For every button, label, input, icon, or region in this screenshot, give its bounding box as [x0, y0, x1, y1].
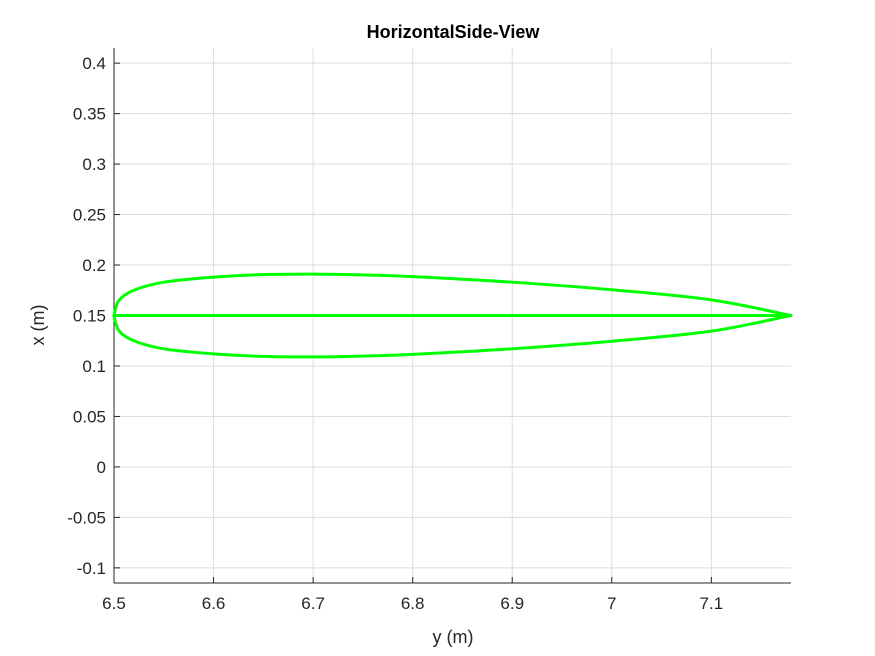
series-group — [112, 272, 793, 359]
tick-labels: 6.5 6.6 6.7 6.8 6.9 7 7.1 -0.1 -0.05 0 0.05 0.1 0.15… — [67, 54, 723, 613]
y-tick-label: 0.2 — [82, 256, 106, 275]
y-tick-label: 0.15 — [73, 307, 106, 326]
y-axis-label: x (m) — [28, 305, 48, 346]
series-line-2 — [112, 314, 793, 359]
y-tick-label: 0.35 — [73, 105, 106, 124]
series-line-1 — [112, 272, 793, 317]
y-tick-label: 0.3 — [82, 155, 106, 174]
x-tick-label: 6.7 — [301, 594, 325, 613]
x-tick-label: 6.9 — [500, 594, 524, 613]
y-tick-label: -0.05 — [67, 508, 106, 527]
y-tick-label: 0.4 — [82, 54, 106, 73]
y-tick-label: 0 — [97, 458, 106, 477]
y-tick-label: 0.25 — [73, 206, 106, 225]
x-axis-label: y (m) — [433, 627, 474, 647]
x-tick-label: 7 — [607, 594, 616, 613]
x-tick-label: 6.5 — [102, 594, 126, 613]
y-tick-label: 0.05 — [73, 407, 106, 426]
y-tick-label: -0.1 — [77, 559, 106, 578]
y-tick-label: 0.1 — [82, 357, 106, 376]
chart-title: HorizontalSide-View — [367, 22, 541, 42]
x-tick-label: 6.8 — [401, 594, 425, 613]
x-tick-label: 7.1 — [700, 594, 724, 613]
x-tick-label: 6.6 — [202, 594, 226, 613]
